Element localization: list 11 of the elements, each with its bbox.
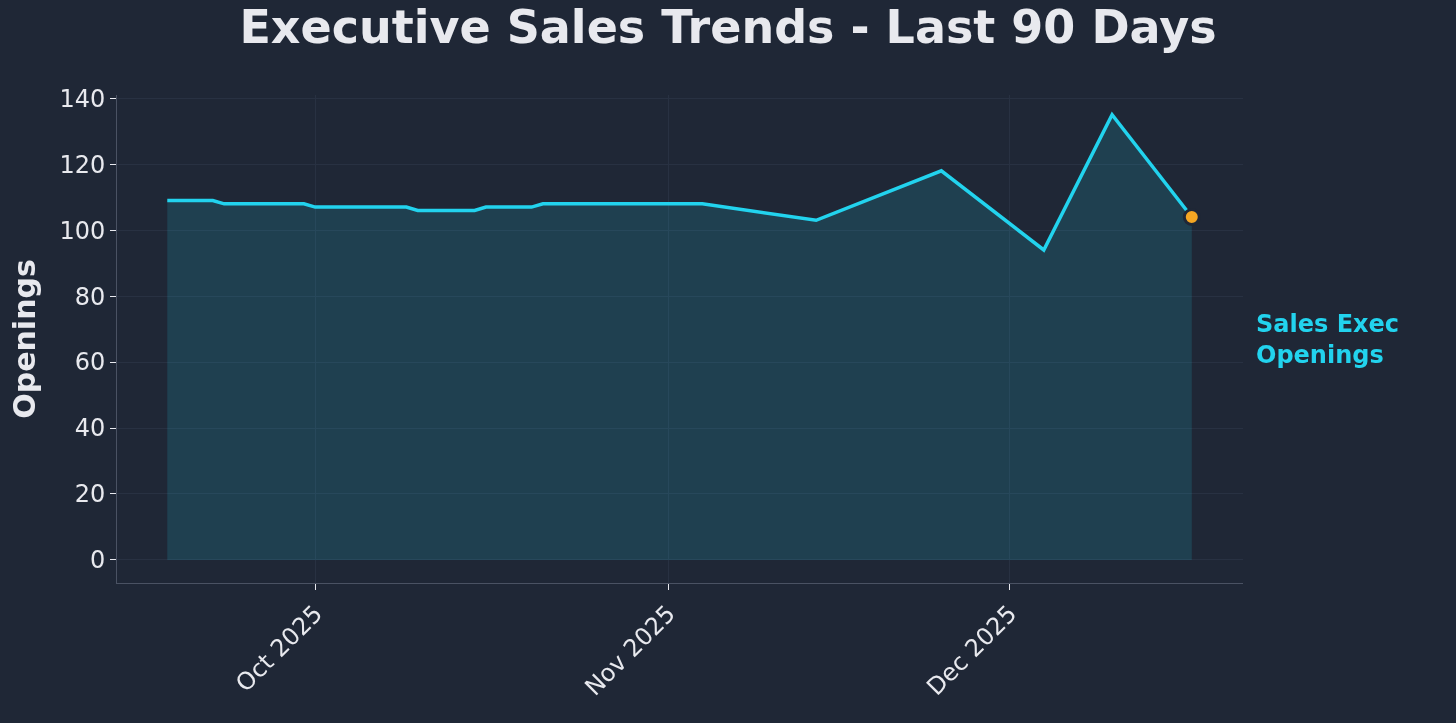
- y-axis-title: Openings: [7, 259, 43, 419]
- chart-title: Executive Sales Trends - Last 90 Days: [239, 0, 1217, 55]
- y-tick-label: 20: [74, 480, 106, 509]
- y-tick-label: 0: [89, 546, 106, 575]
- y-tick-label: 120: [59, 150, 106, 179]
- y-tick-label: 80: [74, 282, 106, 311]
- y-tick-label: 100: [59, 216, 106, 245]
- y-tick-label: 60: [74, 348, 106, 377]
- y-tick-label: 140: [59, 84, 106, 113]
- text: Sales Exec Openings: [1256, 310, 1400, 370]
- y-tick-label: 40: [74, 414, 106, 443]
